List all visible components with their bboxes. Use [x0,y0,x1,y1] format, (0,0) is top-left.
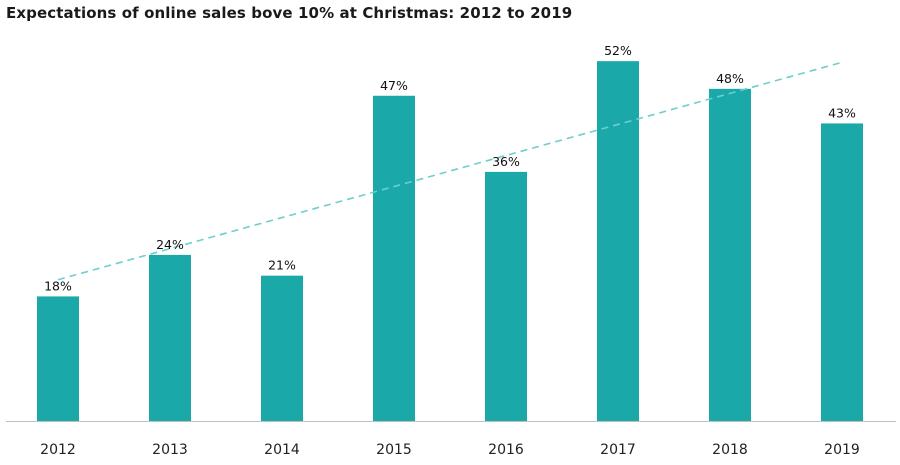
x-tick-label-2018: 2018 [712,442,748,458]
bar-2016 [485,171,527,421]
data-labels-group: 18% 24% 21% 47% 36% 52% 48% 43% [44,43,856,293]
data-label-2015: 47% [380,78,408,93]
data-label-2018: 48% [716,71,744,86]
x-tick-label-2012: 2012 [40,442,76,458]
trendline [57,61,843,281]
chart-title: Expectations of online sales bove 10% at… [6,4,573,22]
x-tick-label-2019: 2019 [824,442,860,458]
data-label-2014: 21% [268,258,296,273]
x-tick-label-2014: 2014 [264,442,300,458]
bar-2014 [261,275,303,421]
x-tick-labels-group: 2012 2013 2014 2015 2016 2017 2018 2019 [40,442,860,458]
bar-2012 [37,296,79,421]
x-tick-label-2016: 2016 [488,442,524,458]
data-label-2012: 18% [44,278,72,293]
x-tick-label-2017: 2017 [600,442,636,458]
x-tick-label-2015: 2015 [376,442,412,458]
bars-group [37,61,863,421]
x-tick-label-2013: 2013 [152,442,188,458]
trendline-group [57,61,843,281]
bar-2019 [821,123,863,421]
data-label-2016: 36% [492,154,520,169]
bar-2013 [149,254,191,421]
data-label-2013: 24% [156,237,184,252]
bar-2015 [373,95,415,421]
data-label-2017: 52% [604,43,632,58]
bar-2017 [597,61,639,421]
data-label-2019: 43% [828,105,856,120]
bar-2018 [709,88,751,421]
